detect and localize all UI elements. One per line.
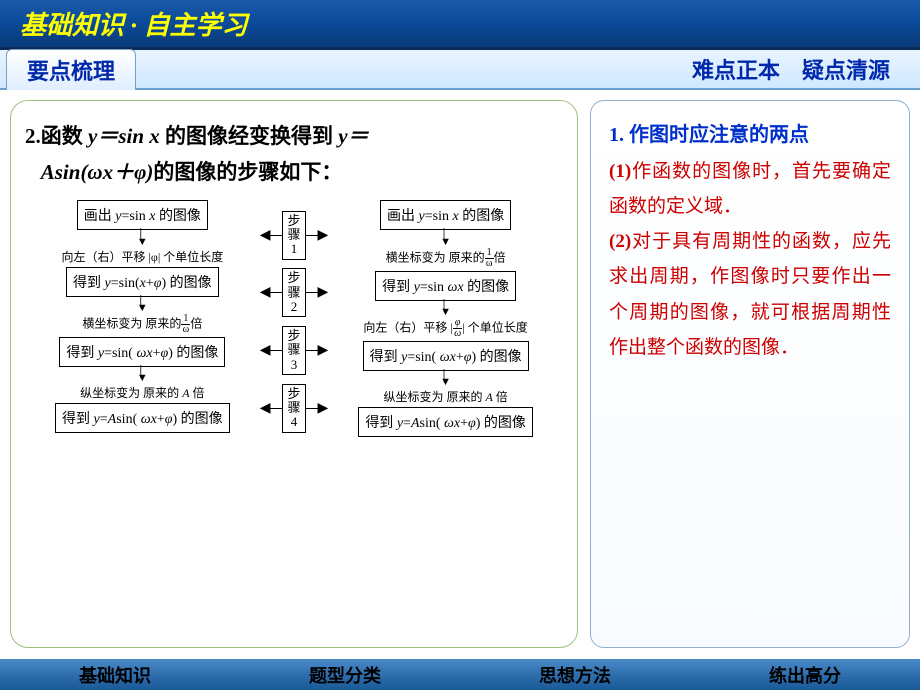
flow-box: 得到 y=Asin( ωx+φ) 的图像	[55, 403, 230, 433]
step-connector: ◀步骤2▶	[260, 268, 329, 317]
subheader-right-text: 难点正本 疑点清源	[692, 53, 890, 85]
header-bar: 基础知识 · 自主学习	[0, 0, 920, 50]
right-body: (1)作函数的图像时，首先要确定函数的定义域． (2)对于具有周期性的函数，应先…	[609, 154, 891, 365]
arrow-down-icon: │▼	[137, 369, 148, 382]
step-label: 步骤4	[282, 384, 305, 433]
arrow-down-icon: │▼	[137, 299, 148, 312]
flow-box: 画出 y=sin x 的图像	[380, 200, 511, 230]
flow-box: 得到 y=sin ωx 的图像	[375, 271, 516, 301]
flow-transition: 向左（右）平移 |φω| 个单位长度	[363, 318, 527, 339]
flowchart: 画出 y=sin x 的图像 │▼ 向左（右）平移 |φ| 个单位长度 得到 y…	[25, 200, 563, 437]
right-panel: 1. 作图时应注意的两点 (1)作函数的图像时，首先要确定函数的定义域． (2)…	[590, 100, 910, 648]
header-title: 基础知识 · 自主学习	[20, 5, 248, 42]
section-tab[interactable]: 要点梳理	[6, 49, 136, 90]
flow-box: 得到 y=sin(x+φ) 的图像	[66, 267, 219, 297]
flow-box: 得到 y=sin( ωx+φ) 的图像	[59, 337, 225, 367]
flow-left-column: 画出 y=sin x 的图像 │▼ 向左（右）平移 |φ| 个单位长度 得到 y…	[25, 200, 260, 437]
point-text: 对于具有周期性的函数，应先求出周期，作图像时只要作出一个周期的图像，就可根据周期…	[609, 231, 891, 357]
flow-box: 画出 y=sin x 的图像	[77, 200, 208, 230]
step-label: 步骤1	[282, 211, 305, 260]
flow-transition: 纵坐标变为 原来的 A 倍	[80, 384, 204, 401]
step-connector: ◀步骤4▶	[260, 384, 329, 433]
slide: 基础知识 · 自主学习 要点梳理 难点正本 疑点清源 2.函数 y＝sin x …	[0, 0, 920, 690]
point-text: 作函数的图像时，首先要确定函数的定义域．	[609, 161, 891, 217]
intro-number: 2.	[25, 124, 41, 148]
intro-text: 2.函数 y＝sin x 的图像经变换得到 y＝ Asin(ωx＋φ)的图像的步…	[25, 119, 563, 190]
footer-item[interactable]: 题型分类	[230, 662, 460, 688]
footer-item[interactable]: 基础知识	[0, 662, 230, 688]
flow-transition: 向左（右）平移 |φ| 个单位长度	[61, 248, 223, 265]
flow-middle-column: ◀步骤1▶ ◀步骤2▶ ◀步骤3▶ ◀步骤4▶	[262, 200, 327, 437]
arrow-down-icon: │▼	[440, 373, 451, 386]
flow-box: 得到 y=Asin( ωx+φ) 的图像	[358, 407, 533, 437]
point-number: (1)	[609, 161, 631, 182]
step-label: 步骤3	[282, 326, 305, 375]
footer-item[interactable]: 思想方法	[460, 662, 690, 688]
step-connector: ◀步骤1▶	[260, 211, 329, 260]
arrow-down-icon: │▼	[440, 303, 451, 316]
point-number: (2)	[609, 231, 631, 252]
content-area: 2.函数 y＝sin x 的图像经变换得到 y＝ Asin(ωx＋φ)的图像的步…	[0, 90, 920, 658]
flow-transition: 纵坐标变为 原来的 A 倍	[383, 388, 507, 405]
right-heading: 1. 作图时应注意的两点	[609, 117, 891, 154]
left-panel: 2.函数 y＝sin x 的图像经变换得到 y＝ Asin(ωx＋φ)的图像的步…	[10, 100, 578, 648]
arrow-down-icon: │▼	[137, 232, 148, 245]
flow-transition: 横坐标变为 原来的1ω倍	[386, 248, 506, 269]
footer-item[interactable]: 练出高分	[690, 662, 920, 688]
step-connector: ◀步骤3▶	[260, 326, 329, 375]
flow-right-column: 画出 y=sin x 的图像 │▼ 横坐标变为 原来的1ω倍 得到 y=sin …	[328, 200, 563, 437]
arrow-down-icon: │▼	[440, 232, 451, 245]
subheader-bar: 要点梳理 难点正本 疑点清源	[0, 50, 920, 90]
footer-nav: 基础知识 题型分类 思想方法 练出高分	[0, 658, 920, 690]
flow-box: 得到 y=sin( ωx+φ) 的图像	[363, 341, 529, 371]
flow-transition: 横坐标变为 原来的1ω倍	[82, 314, 202, 335]
step-label: 步骤2	[282, 268, 305, 317]
